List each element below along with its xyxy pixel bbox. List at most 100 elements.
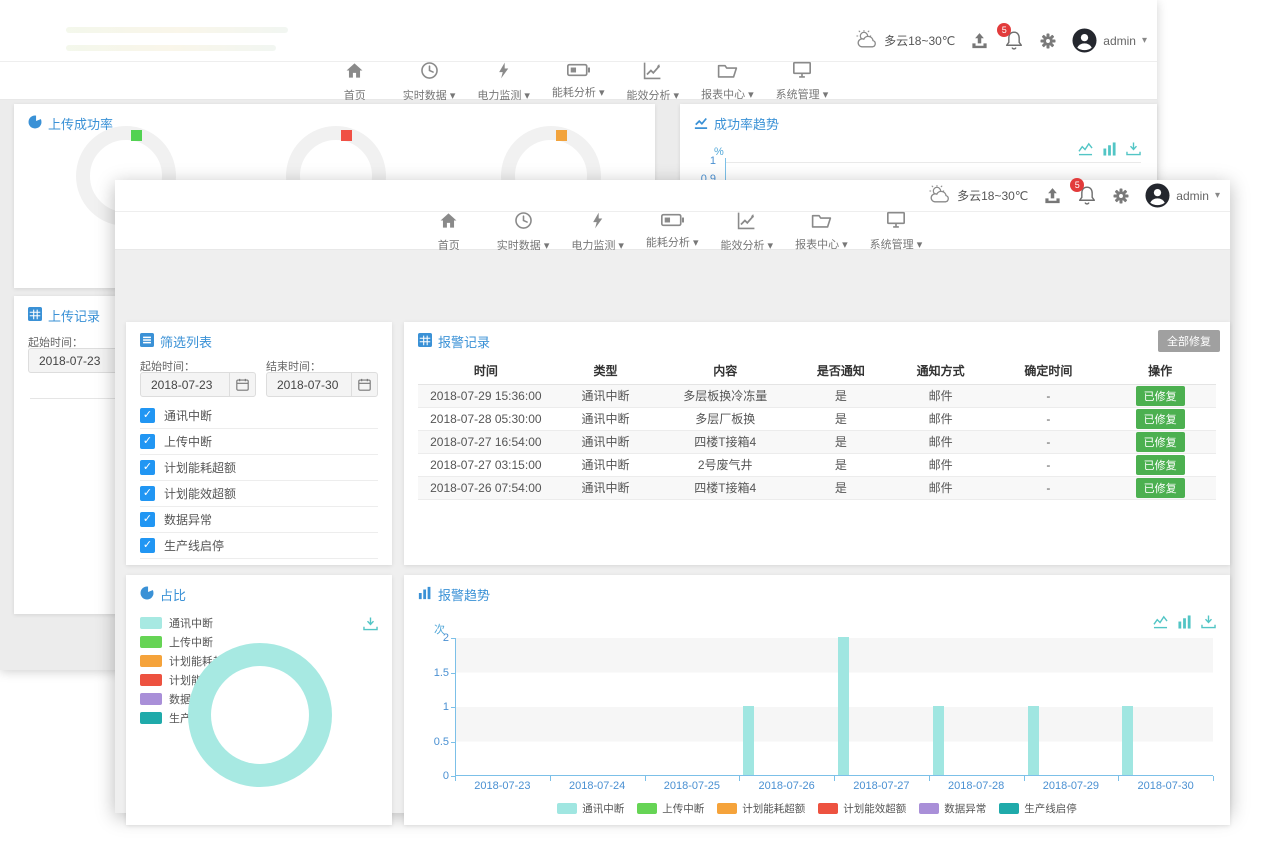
end-date-input[interactable] xyxy=(266,372,378,397)
checkbox-checked[interactable]: ✓ xyxy=(140,408,155,423)
legend-item[interactable]: 计划能耗超额 xyxy=(717,801,805,815)
trend-icon xyxy=(643,61,662,85)
legend-item[interactable]: 通讯中断 xyxy=(140,613,235,632)
pie-icon xyxy=(140,585,154,603)
cell-time: 2018-07-27 16:54:00 xyxy=(418,430,554,454)
nav-item-clock[interactable]: 实时数据 ▾ xyxy=(403,61,455,102)
toggle-line-chart-icon[interactable] xyxy=(1078,142,1093,161)
chevron-down-icon: ▾ xyxy=(1214,190,1220,201)
legend-item[interactable]: 计划能效超额 xyxy=(818,801,906,815)
legend-item[interactable]: 上传中断 xyxy=(637,801,704,815)
table-row: 2018-07-29 15:36:00 通讯中断 多层板换冷冻量是邮件 - 已修复 xyxy=(418,384,1216,408)
panel-title-text: 上传成功率 xyxy=(48,117,114,132)
legend-swatch xyxy=(140,673,162,686)
start-date-input[interactable] xyxy=(140,372,256,397)
legend-item[interactable]: 生产线启停 xyxy=(999,801,1077,815)
fixed-button[interactable]: 已修复 xyxy=(1135,385,1185,406)
gauge-marker xyxy=(341,130,352,141)
nav-item-battery[interactable]: 能耗分析 ▾ xyxy=(646,212,699,249)
legend-item[interactable]: 数据异常 xyxy=(919,801,986,815)
nav-item-trend[interactable]: 能效分析 ▾ xyxy=(627,61,679,102)
fixed-button[interactable]: 已修复 xyxy=(1135,408,1185,429)
x-tick-mark xyxy=(1213,776,1214,781)
toggle-bar-chart-icon[interactable] xyxy=(1177,615,1192,634)
calendar-icon[interactable] xyxy=(229,373,255,396)
toggle-line-chart-icon[interactable] xyxy=(1153,615,1168,634)
checkbox-checked[interactable]: ✓ xyxy=(140,486,155,501)
filter-option-row[interactable]: ✓ 通讯中断 xyxy=(140,403,378,429)
toggle-bar-chart-icon[interactable] xyxy=(1102,142,1117,161)
nav-item-monitor[interactable]: 系统管理 ▾ xyxy=(870,211,922,251)
nav-item-label: 能效分析 ▾ xyxy=(626,89,680,102)
filter-option-row[interactable]: ✓ 数据异常 xyxy=(140,507,378,533)
nav-item-bolt[interactable]: 电力监测 ▾ xyxy=(477,62,530,102)
download-icon[interactable] xyxy=(363,617,378,636)
end-date-value[interactable] xyxy=(267,377,351,392)
table-icon xyxy=(28,307,42,324)
cell-action: 已修复 xyxy=(1104,384,1216,408)
nav-item-label: 能耗分析 ▾ xyxy=(551,87,605,99)
checkbox-checked[interactable]: ✓ xyxy=(140,460,155,475)
gear-icon[interactable] xyxy=(1112,187,1130,205)
cell-content: 四楼T接箱4 xyxy=(657,476,794,500)
legend-item[interactable]: 通讯中断 xyxy=(557,801,624,815)
calendar-icon[interactable] xyxy=(351,373,377,396)
nav-item-home[interactable]: 首页 xyxy=(329,62,381,102)
fix-all-button[interactable]: 全部修复 xyxy=(1158,330,1220,352)
column-header: 是否通知 xyxy=(793,358,889,385)
panel-title-text: 报警记录 xyxy=(438,335,491,350)
y-tick-mark xyxy=(451,776,455,777)
nav-item-clock[interactable]: 实时数据 ▾ xyxy=(497,211,549,252)
panel-title: 上传记录 xyxy=(28,306,100,325)
nav-item-folder[interactable]: 报表中心 ▾ xyxy=(701,62,754,101)
fixed-button[interactable]: 已修复 xyxy=(1135,454,1185,475)
cell-type: 通讯中断 xyxy=(553,453,658,477)
alarm-trend-panel: 报警趋势 次 0 0.5 1 1.5 2 2018-07-23 2018-07-24 201… xyxy=(404,575,1230,825)
user-menu[interactable]: admin ▾ xyxy=(1145,183,1220,208)
gridline xyxy=(726,162,1141,163)
nav-item-home[interactable]: 首页 xyxy=(423,212,475,252)
nav-item-battery[interactable]: 能耗分析 ▾ xyxy=(552,62,605,99)
folder-icon xyxy=(811,212,832,234)
bar-通讯中断 xyxy=(932,706,944,775)
nav-item-label: 系统管理 ▾ xyxy=(775,89,829,101)
checkbox-checked[interactable]: ✓ xyxy=(140,512,155,527)
cell-notified: 是 xyxy=(793,453,889,477)
checkbox-checked[interactable]: ✓ xyxy=(140,434,155,449)
notification-badge: 5 xyxy=(997,23,1012,37)
notification-bell[interactable]: 5 xyxy=(1070,178,1097,206)
list-icon xyxy=(140,333,154,350)
nav-item-label: 能效分析 ▾ xyxy=(720,239,774,252)
weather-icon xyxy=(854,29,880,52)
checkbox-checked[interactable]: ✓ xyxy=(140,538,155,553)
panel-title: 报警趋势 xyxy=(418,585,490,604)
y-tick-mark xyxy=(451,638,455,639)
filter-option-row[interactable]: ✓ 计划能耗超额 xyxy=(140,455,378,481)
filter-option-row[interactable]: ✓ 生产线启停 xyxy=(140,533,378,559)
x-axis-label: 2018-07-25 xyxy=(663,780,721,792)
fixed-button[interactable]: 已修复 xyxy=(1135,431,1185,452)
fixed-button[interactable]: 已修复 xyxy=(1135,477,1185,498)
notification-bell[interactable]: 5 xyxy=(997,23,1024,51)
legend-item[interactable]: 上传中断 xyxy=(140,632,235,651)
y-tick-label: 0 xyxy=(442,770,449,782)
gear-icon[interactable] xyxy=(1039,32,1057,50)
user-menu[interactable]: admin ▾ xyxy=(1072,28,1147,53)
download-icon[interactable] xyxy=(1126,142,1141,161)
x-axis-label: 2018-07-26 xyxy=(758,780,815,792)
nav-item-folder[interactable]: 报表中心 ▾ xyxy=(795,212,848,251)
filter-option-row[interactable]: ✓ 上传中断 xyxy=(140,429,378,455)
upload-icon[interactable] xyxy=(970,32,989,50)
nav-item-trend[interactable]: 能效分析 ▾ xyxy=(721,212,773,252)
legend-label: 通讯中断 xyxy=(169,617,213,630)
panel-title: 筛选列表 xyxy=(140,332,212,351)
nav-item-monitor[interactable]: 系统管理 ▾ xyxy=(775,61,829,101)
cell-method: 邮件 xyxy=(888,476,993,500)
upload-icon[interactable] xyxy=(1043,187,1062,205)
start-date-value[interactable] xyxy=(141,377,229,392)
x-axis-label: 2018-07-30 xyxy=(1137,780,1194,792)
nav-item-bolt[interactable]: 电力监测 ▾ xyxy=(571,212,624,252)
filter-option-row[interactable]: ✓ 计划能效超额 xyxy=(140,481,378,507)
download-icon[interactable] xyxy=(1201,615,1216,634)
panel-title: 成功率趋势 xyxy=(694,114,779,133)
